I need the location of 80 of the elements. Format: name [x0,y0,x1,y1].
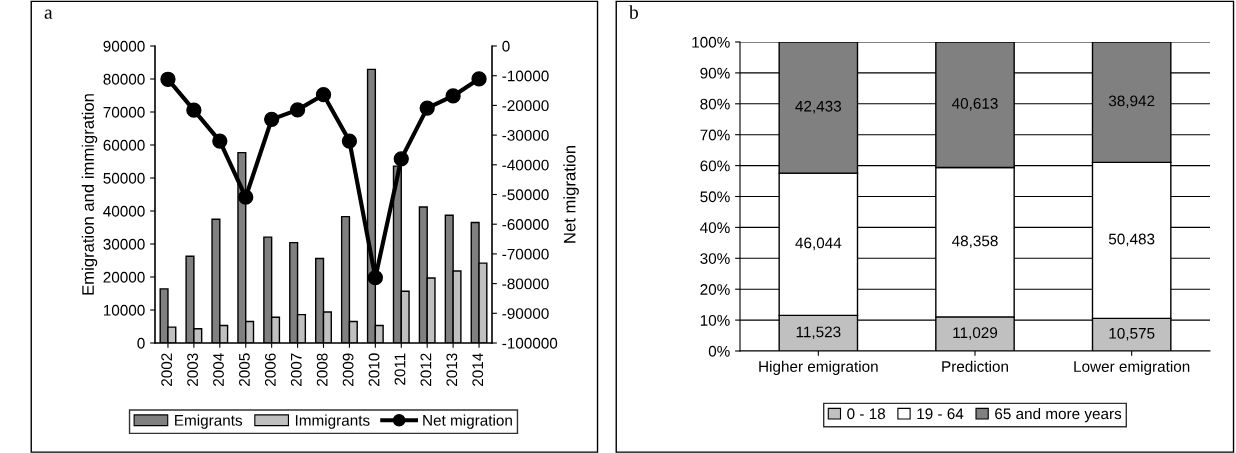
y-tick-label: 70000 [103,106,145,118]
text: b [629,5,638,19]
x-tick-label: 2006 [264,353,276,386]
annotation: 48,358 [951,235,998,249]
y2-tick-label: 0 [502,40,510,52]
y2-tick-label: -10000 [502,70,549,82]
y2-tick-label: -50000 [502,189,549,201]
point [264,111,280,127]
x-tick-label: 2009 [342,353,354,386]
y-tick-label: 50000 [103,172,145,184]
y-tick-label: 80000 [103,73,145,85]
point [471,71,487,87]
y-tick-label: 90000 [103,40,145,52]
x-tick-label: 2004 [213,353,224,386]
y-tick-label: 50% [700,191,730,203]
x-tick-label: Lower emigration [1074,360,1190,375]
point [186,102,202,118]
point [160,71,176,87]
annotation: 40,613 [951,98,998,111]
point [393,151,409,167]
x-tick-label: 2011 [394,353,406,385]
annotation: 11,523 [796,326,841,340]
x-tick-label: 2007 [290,353,302,386]
y-tick-label: 20000 [103,271,145,283]
y-tick-label: 30% [700,253,730,264]
point [341,133,358,149]
y-tick-label: 40000 [103,205,145,217]
point [212,133,228,149]
point [367,270,383,286]
y-tick-label: 0% [708,345,730,357]
x-tick-label: 2008 [316,353,328,386]
y2-tick-label: -60000 [502,219,549,230]
y-tick-label: 80% [700,98,730,110]
y-tick-label: 0 [137,337,145,349]
point [315,87,332,103]
y-tick-label: 70% [700,129,730,141]
text: a [44,9,53,19]
annotation: 38,942 [1108,95,1155,109]
legend-label: 19 - 64 [917,408,964,420]
legend-label: Immigrants [295,414,370,429]
y2-tick-label: -80000 [502,278,549,290]
y-tick-label: 60% [700,160,730,172]
y-tick-label: 40% [700,222,730,234]
x-tick-label: 2012 [420,353,432,386]
annotation: 42,433 [795,100,842,114]
y-axis-title: Emigration and immigration [81,94,98,295]
y-tick-label: 90% [700,67,730,79]
x-tick-label: 2014 [472,353,484,386]
annotation: 50,483 [1108,233,1155,247]
y2-tick-label: -100000 [502,337,558,349]
x-tick-label: 2002 [161,353,173,386]
y2-tick-label: -40000 [502,159,549,171]
y2-tick-label: -30000 [502,129,549,141]
point [419,100,435,116]
x-tick-label: 2003 [187,353,198,386]
x-tick-label: 2010 [368,353,380,386]
y-tick-label: 10% [700,314,730,326]
annotation: 11,029 [953,327,998,340]
y-tick-label: 10000 [103,304,145,316]
y-tick-label: 20% [700,284,730,295]
legend-label: Net migration [423,414,512,429]
annotation: 10,575 [1109,327,1155,341]
y2-tick-label: -70000 [502,248,549,260]
x-tick-label: 2013 [446,353,458,386]
x-tick-label: Higher emigration [759,360,878,375]
x-tick-label: Prediction [942,360,1008,372]
y-tick-label: 60000 [103,139,145,151]
annotation: 46,044 [795,237,842,251]
y2-tick-label: -90000 [502,308,549,319]
y-tick-label: 30000 [103,238,145,250]
point [289,102,306,118]
point [238,189,254,205]
y2-tick-label: -20000 [502,100,549,112]
y2-axis-title: Net migration [563,146,579,243]
y-tick-label: 100% [692,36,730,48]
point [445,88,461,104]
legend-label: 0 - 18 [847,408,886,420]
legend-label: 65 and more years [995,407,1122,423]
x-tick-label: 2005 [239,353,250,386]
legend-label: Emigrants [175,414,243,429]
